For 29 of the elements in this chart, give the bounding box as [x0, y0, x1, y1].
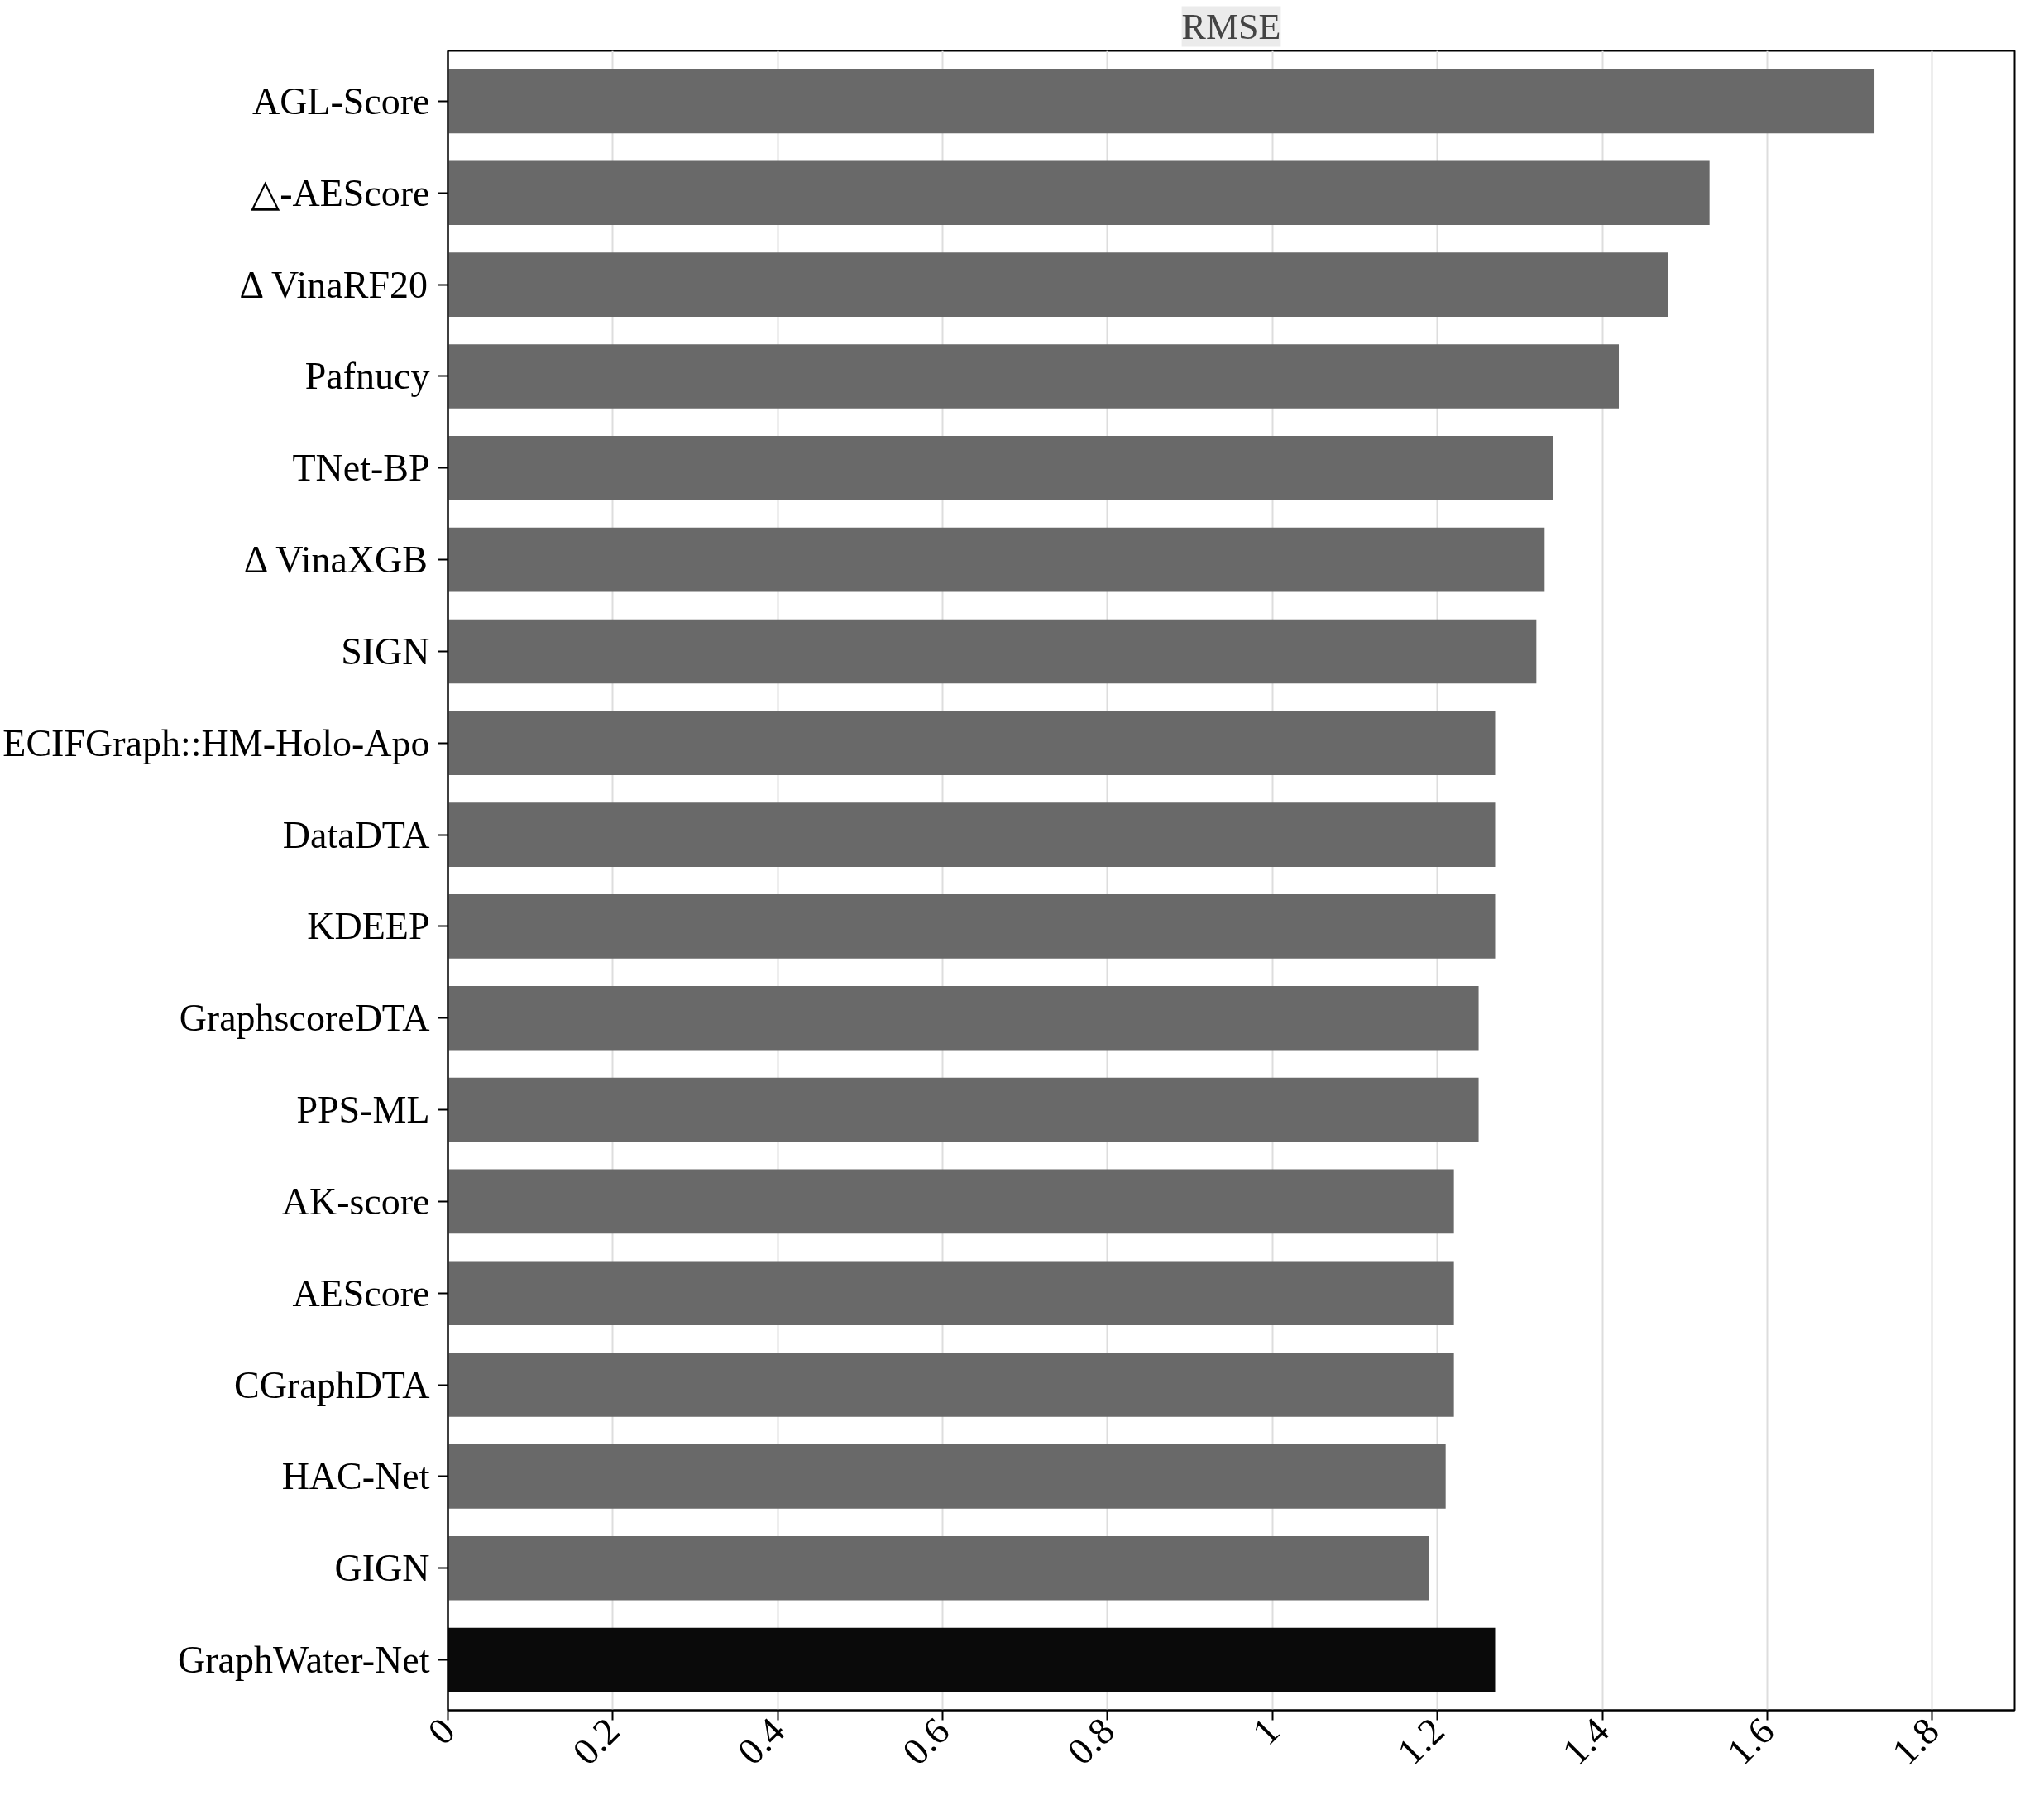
y-tick-label: GraphscoreDTA — [179, 997, 430, 1040]
y-tick-label: SIGN — [341, 630, 430, 673]
y-tick-label: PPS-ML — [296, 1089, 430, 1132]
x-tick-label: 0.4 — [729, 1709, 793, 1774]
x-tick-label: 0.2 — [564, 1709, 628, 1774]
chart-title: RMSE — [1181, 6, 1281, 47]
y-tick-label: TNet-BP — [292, 447, 430, 490]
x-tick-label: 1.2 — [1389, 1709, 1453, 1774]
y-tick-label: Δ VinaRF20 — [239, 263, 428, 306]
y-tick-label: CGraphDTA — [234, 1363, 430, 1406]
y-tick-label: AK-score — [281, 1180, 430, 1223]
x-tick-label: 0 — [419, 1709, 463, 1753]
x-tick-label: 1 — [1244, 1709, 1288, 1753]
y-tick-label: AGL-Score — [251, 79, 430, 122]
y-tick-label: ECIFGraph::HM-Holo-Apo — [2, 721, 430, 764]
y-tick-label: GIGN — [334, 1547, 430, 1590]
y-tick-label: DataDTA — [282, 813, 430, 856]
x-tick-label: 0.6 — [893, 1709, 958, 1774]
x-tick-label: 1.8 — [1884, 1709, 1947, 1774]
x-tick-label: 1.4 — [1553, 1709, 1618, 1774]
y-tick-label: KDEEP — [307, 905, 430, 948]
y-tick-label: HAC-Net — [281, 1455, 430, 1498]
x-tick-label: 0.8 — [1059, 1709, 1123, 1774]
x-tick-label: 1.6 — [1718, 1709, 1783, 1774]
y-tick-label: AEScore — [292, 1271, 430, 1314]
y-tick-label: △-AEScore — [251, 171, 430, 214]
y-tick-label: Δ VinaXGB — [243, 539, 428, 582]
y-tick-label: Pafnucy — [304, 355, 430, 398]
y-tick-label: GraphWater-Net — [178, 1639, 430, 1682]
